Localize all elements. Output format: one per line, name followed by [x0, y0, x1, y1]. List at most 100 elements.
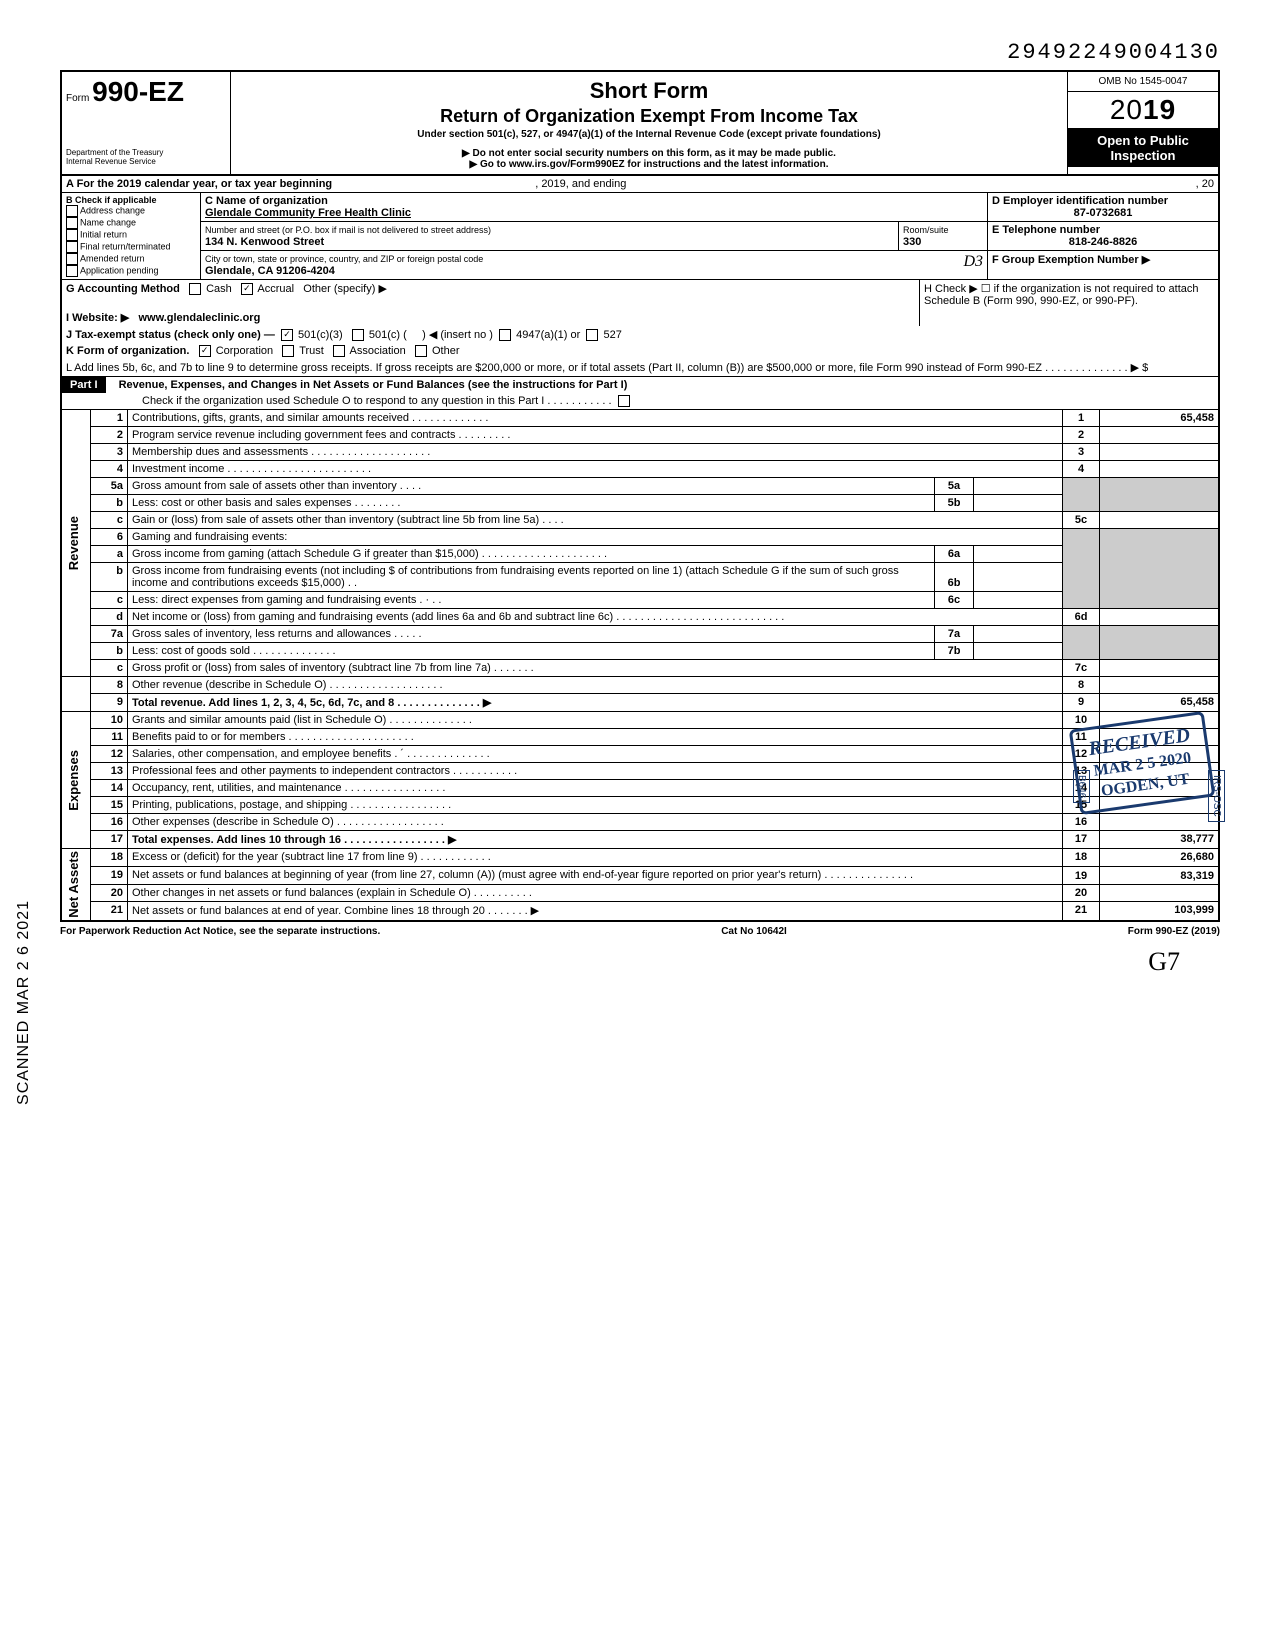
- line-1-num: 1: [1063, 410, 1100, 427]
- line-16-desc: Other expenses (describe in Schedule O) …: [128, 814, 1063, 831]
- room-label: Room/suite: [903, 225, 949, 235]
- addr-label: Number and street (or P.O. box if mail i…: [205, 225, 491, 235]
- line-6a-inner: 6a: [935, 546, 974, 563]
- phone: 818-246-8826: [992, 236, 1214, 248]
- j-501c3: 501(c)(3): [298, 329, 343, 341]
- c-label: C Name of organization: [205, 195, 328, 207]
- j-501c: 501(c) (: [369, 329, 407, 341]
- section-l: L Add lines 5b, 6c, and 7b to line 9 to …: [60, 359, 1220, 377]
- line-4-num: 4: [1063, 461, 1100, 478]
- city-state-zip: Glendale, CA 91206-4204: [205, 265, 335, 277]
- line-6c-desc: Less: direct expenses from gaming and fu…: [128, 592, 935, 609]
- line-5a-desc: Gross amount from sale of assets other t…: [128, 478, 935, 495]
- line-18-amount: 26,680: [1100, 849, 1220, 867]
- page-footer: For Paperwork Reduction Act Notice, see …: [60, 922, 1220, 937]
- line-a-label: A For the 2019 calendar year, or tax yea…: [66, 178, 332, 190]
- year-bold: 19: [1143, 94, 1176, 125]
- line-9-num: 9: [1063, 694, 1100, 712]
- line-10-desc: Grants and similar amounts paid (list in…: [128, 712, 1063, 729]
- line-a: A For the 2019 calendar year, or tax yea…: [60, 176, 1220, 193]
- line-18-desc: Excess or (deficit) for the year (subtra…: [128, 849, 1063, 867]
- part1-title: Revenue, Expenses, and Changes in Net As…: [109, 379, 628, 391]
- handwritten-g7: G7: [60, 937, 1220, 977]
- line-13-desc: Professional fees and other payments to …: [128, 763, 1063, 780]
- checkbox-amended-return[interactable]: [66, 253, 78, 265]
- k-trust: Trust: [299, 345, 324, 357]
- h-label: H Check ▶ ☐ if the organization is not r…: [924, 283, 1199, 307]
- section-i: I Website: ▶ www.glendaleclinic.org: [60, 309, 1220, 326]
- line-21-amount: 103,999: [1100, 902, 1220, 921]
- line-19-amount: 83,319: [1100, 866, 1220, 884]
- part1-check-row: Check if the organization used Schedule …: [60, 393, 1220, 409]
- form-header: Form 990-EZ Department of the Treasury I…: [60, 70, 1220, 176]
- j-label: J Tax-exempt status (check only one) —: [66, 329, 275, 341]
- line-17-num: 17: [1063, 831, 1100, 849]
- checkbox-final-return[interactable]: [66, 241, 78, 253]
- checkbox-cash[interactable]: [189, 283, 201, 295]
- line-3-num: 3: [1063, 444, 1100, 461]
- opt-application-pending: Application pending: [80, 265, 159, 275]
- footer-form: Form 990-EZ (2019): [1128, 926, 1220, 937]
- opt-amended-return: Amended return: [80, 253, 145, 263]
- line-6c-inner: 6c: [935, 592, 974, 609]
- form-number: 990-EZ: [92, 76, 184, 107]
- line-5c-desc: Gain or (loss) from sale of assets other…: [128, 512, 1063, 529]
- checkbox-527[interactable]: [586, 329, 598, 341]
- opt-address-change: Address change: [80, 205, 145, 215]
- line-20-desc: Other changes in net assets or fund bala…: [128, 884, 1063, 902]
- checkbox-501c3[interactable]: ✓: [281, 329, 293, 341]
- section-gih: G Accounting Method Cash ✓ Accrual Other…: [60, 279, 1220, 309]
- line-11-desc: Benefits paid to or for members . . . . …: [128, 729, 1063, 746]
- checkbox-corporation[interactable]: ✓: [199, 345, 211, 357]
- street-address: 134 N. Kenwood Street: [205, 236, 324, 248]
- checkbox-initial-return[interactable]: [66, 229, 78, 241]
- checkbox-trust[interactable]: [282, 345, 294, 357]
- checkbox-accrual[interactable]: ✓: [241, 283, 253, 295]
- line-7c-desc: Gross profit or (loss) from sales of inv…: [128, 660, 1063, 677]
- line-14-desc: Occupancy, rent, utilities, and maintena…: [128, 780, 1063, 797]
- city-label: City or town, state or province, country…: [205, 254, 483, 264]
- opt-final-return: Final return/terminated: [80, 241, 171, 251]
- line-7a-desc: Gross sales of inventory, less returns a…: [128, 626, 935, 643]
- handwritten-d3: D3: [963, 253, 983, 271]
- g-other: Other (specify) ▶: [303, 283, 387, 295]
- checkbox-501c[interactable]: [352, 329, 364, 341]
- line-18-num: 18: [1063, 849, 1100, 867]
- i-label: I Website: ▶: [66, 312, 129, 324]
- opt-initial-return: Initial return: [80, 229, 127, 239]
- k-other: Other: [432, 345, 460, 357]
- checkbox-association[interactable]: [333, 345, 345, 357]
- checkbox-schedule-o[interactable]: [618, 395, 630, 407]
- checkbox-4947[interactable]: [499, 329, 511, 341]
- line-7b-inner: 7b: [935, 643, 974, 660]
- line-8-num: 8: [1063, 677, 1100, 694]
- checkbox-application-pending[interactable]: [66, 265, 78, 277]
- line-1-desc: Contributions, gifts, grants, and simila…: [128, 410, 1063, 427]
- ein: 87-0732681: [992, 207, 1214, 219]
- line-5a-inner: 5a: [935, 478, 974, 495]
- section-k: K Form of organization. ✓ Corporation Tr…: [60, 343, 1220, 359]
- line-2-num: 2: [1063, 427, 1100, 444]
- l-text: L Add lines 5b, 6c, and 7b to line 9 to …: [66, 362, 1148, 374]
- org-name: Glendale Community Free Health Clinic: [205, 207, 411, 219]
- line-5b-inner: 5b: [935, 495, 974, 512]
- instruction-website: ▶ Go to www.irs.gov/Form990EZ for instru…: [241, 159, 1057, 170]
- line-2-amount: [1100, 427, 1220, 444]
- footer-cat-no: Cat No 10642I: [721, 926, 787, 937]
- line-6b-desc: Gross income from fundraising events (no…: [128, 563, 935, 592]
- room-suite: 330: [903, 236, 921, 248]
- line-7a-inner: 7a: [935, 626, 974, 643]
- line-4-amount: [1100, 461, 1220, 478]
- line-6-desc: Gaming and fundraising events:: [128, 529, 1063, 546]
- stamp-side-irs-osc: IRS-OSC: [1208, 770, 1225, 822]
- line-19-num: 19: [1063, 866, 1100, 884]
- j-527: 527: [603, 329, 621, 341]
- part1-label: Part I: [62, 377, 106, 393]
- website: www.glendaleclinic.org: [138, 312, 260, 324]
- checkbox-name-change[interactable]: [66, 217, 78, 229]
- instruction-ssn: ▶ Do not enter social security numbers o…: [241, 148, 1057, 159]
- checkbox-address-change[interactable]: [66, 205, 78, 217]
- scanned-stamp: SCANNED MAR 2 6 2021: [15, 900, 33, 1105]
- line-a-mid: , 2019, and ending: [535, 178, 626, 190]
- checkbox-other-org[interactable]: [415, 345, 427, 357]
